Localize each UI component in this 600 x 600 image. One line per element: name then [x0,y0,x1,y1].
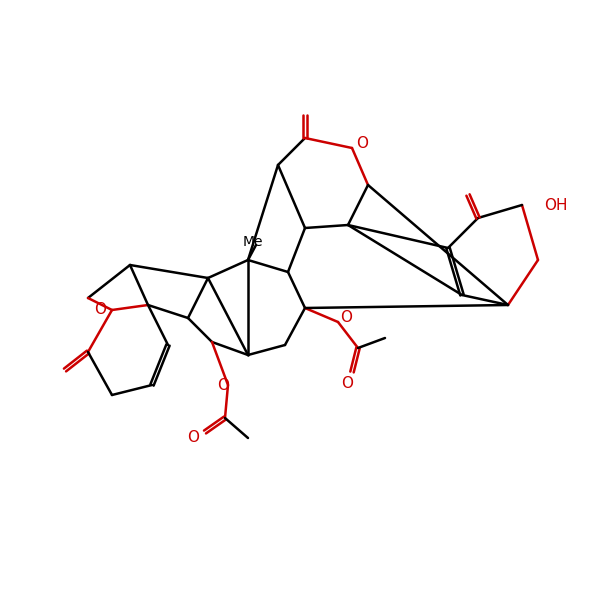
Text: OH: OH [544,197,568,212]
Text: O: O [187,430,199,445]
Text: O: O [94,302,106,317]
Text: O: O [341,377,353,391]
Text: Me: Me [243,235,263,249]
Text: O: O [356,136,368,151]
Text: O: O [340,310,352,325]
Text: O: O [217,377,229,392]
